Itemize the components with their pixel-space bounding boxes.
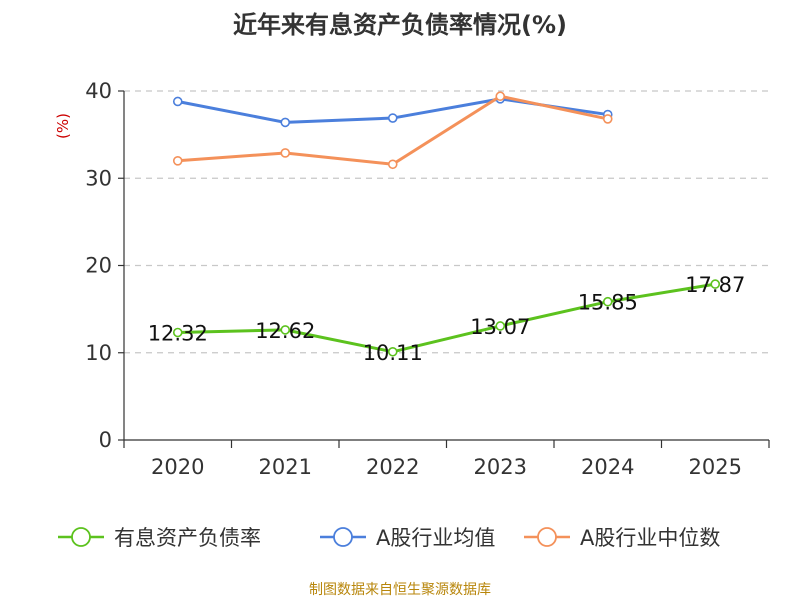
series-point-1 — [387, 113, 398, 123]
chart-title: 近年来有息资产负债率情况(%) — [233, 11, 567, 39]
legend-label: A股行业均值 — [376, 526, 495, 550]
series-point-0 — [280, 325, 291, 335]
data-label: 12.32 — [148, 322, 208, 346]
series-point-0 — [710, 279, 721, 289]
series-point-2 — [387, 159, 398, 170]
x-tick-label: 2024 — [581, 455, 634, 479]
y-axis-label: (%) — [54, 113, 72, 139]
legend-marker — [333, 527, 353, 547]
series-point-2 — [280, 148, 291, 158]
data-label: 13.07 — [470, 315, 530, 339]
y-tick-label: 30 — [85, 166, 112, 190]
legend-item-2[interactable]: A股行业中位数 — [524, 526, 720, 550]
gridlines — [124, 90, 769, 354]
data-labels: 12.32 12.62 10.11 13.07 15.85 17.87 — [148, 273, 746, 365]
x-tick-label: 2022 — [366, 455, 419, 479]
series-group — [172, 91, 721, 357]
series-point-1 — [172, 96, 183, 107]
legend: 有息资产负债率 A股行业均值 A股行业中位数 — [58, 526, 720, 550]
y-tick-label: 10 — [85, 341, 112, 365]
legend-item-1[interactable]: A股行业均值 — [320, 526, 495, 550]
y-tick-label: 20 — [85, 254, 112, 278]
series-point-0 — [387, 346, 398, 357]
series-point-1 — [280, 117, 291, 128]
data-label: 10.11 — [363, 341, 423, 365]
series-point-0 — [172, 327, 183, 338]
series-line-0 — [176, 282, 717, 354]
axes: 0 10 20 30 40 2020 2021 2022 2023 2024 2025 — [85, 79, 770, 479]
series-point-0 — [602, 296, 613, 307]
series-point-2 — [495, 91, 506, 102]
legend-label: A股行业中位数 — [580, 526, 720, 550]
series-point-2 — [172, 156, 183, 166]
y-tick-label: 40 — [85, 79, 112, 103]
legend-marker — [71, 527, 91, 547]
series-point-2 — [602, 114, 613, 124]
y-tick-label: 0 — [99, 428, 112, 452]
legend-item-0[interactable]: 有息资产负债率 — [58, 526, 261, 550]
x-tick-label: 2020 — [151, 455, 204, 479]
legend-marker — [537, 527, 557, 547]
data-label: 17.87 — [685, 273, 745, 297]
legend-label: 有息资产负债率 — [114, 526, 261, 550]
data-label: 15.85 — [578, 291, 638, 315]
x-tick-label: 2023 — [474, 455, 527, 479]
series-line-2 — [176, 94, 610, 166]
x-tick-label: 2021 — [259, 455, 312, 479]
series-point-0 — [495, 321, 506, 331]
x-tick-label: 2025 — [689, 455, 742, 479]
source-note: 制图数据来自恒生聚源数据库 — [309, 582, 491, 598]
data-label: 12.62 — [255, 319, 315, 343]
